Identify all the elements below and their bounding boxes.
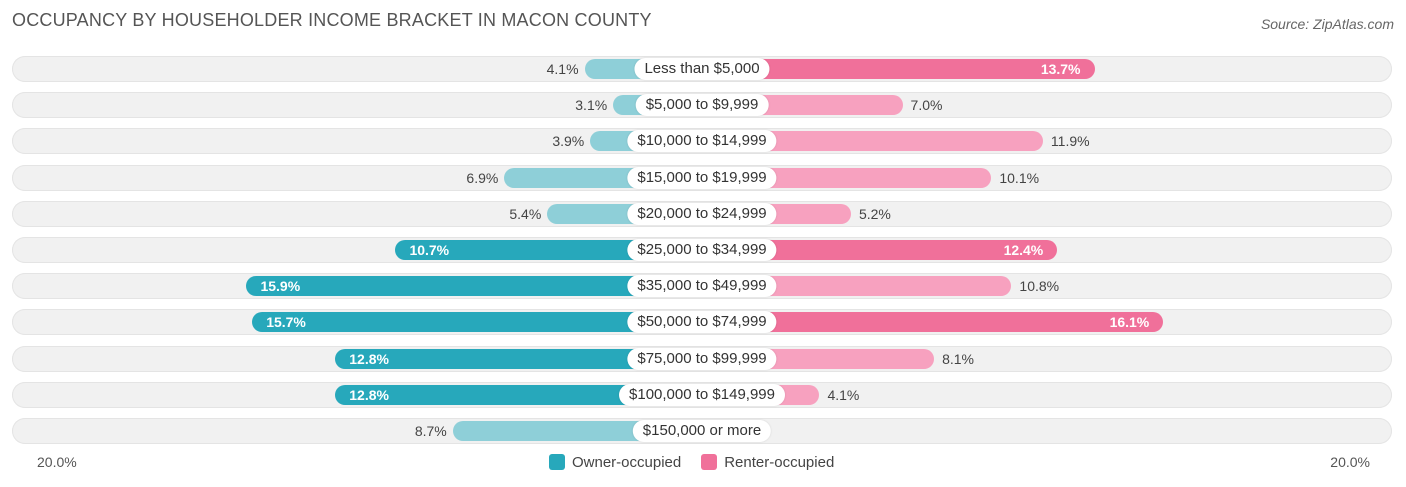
legend-label-owner: Owner-occupied	[572, 453, 682, 471]
category-label: $75,000 to $99,999	[627, 347, 777, 370]
value-label-owner: 15.9%	[260, 278, 301, 295]
value-label-renter: 13.7%	[1040, 61, 1081, 77]
category-label: $20,000 to $24,999	[627, 202, 777, 225]
value-label-owner: 3.1%	[575, 97, 608, 114]
category-label: $15,000 to $19,999	[627, 166, 777, 189]
axis-left-label: 20.0%	[37, 454, 77, 470]
value-label-renter: 16.1%	[1109, 314, 1150, 331]
value-label-owner: 10.7%	[409, 242, 450, 258]
value-label-renter: 8.1%	[942, 350, 974, 367]
legend-swatch-owner	[549, 454, 565, 470]
legend-label-renter: Renter-occupied	[724, 453, 835, 471]
value-label-owner: 6.9%	[466, 169, 499, 186]
bar-owner[interactable]	[335, 384, 702, 405]
value-label-renter: 7.0%	[910, 97, 943, 114]
legend-swatch-renter	[701, 454, 718, 470]
value-label-owner: 12.8%	[349, 386, 389, 403]
category-label: $25,000 to $34,999	[627, 239, 777, 261]
value-label-renter: 10.1%	[999, 169, 1040, 186]
value-label-owner: 3.9%	[552, 133, 585, 150]
value-label-renter: 4.1%	[827, 386, 860, 403]
value-label-renter: 5.2%	[858, 205, 891, 222]
legend-item-owner[interactable]: Owner-occupied	[549, 454, 681, 471]
bar-owner[interactable]	[246, 276, 702, 297]
chart-title: OCCUPANCY BY HOUSEHOLDER INCOME BRACKET …	[12, 10, 652, 30]
category-label: Less than $5,000	[634, 58, 770, 80]
value-label-renter: 12.4%	[1003, 242, 1044, 258]
legend-item-renter[interactable]: Renter-occupied	[701, 454, 834, 471]
category-label: $100,000 to $149,999	[619, 383, 785, 406]
bar-owner[interactable]	[252, 312, 702, 333]
bar-renter[interactable]	[702, 312, 1164, 333]
bar-renter[interactable]	[702, 240, 1058, 260]
bar-owner[interactable]	[335, 348, 702, 369]
category-label: $5,000 to $9,999	[635, 94, 769, 117]
value-label-renter: 10.8%	[1019, 278, 1060, 295]
category-label: $150,000 or more	[632, 420, 772, 442]
bar-renter[interactable]	[702, 131, 1043, 152]
bar-renter[interactable]	[702, 276, 1012, 297]
value-label-owner: 12.8%	[349, 350, 389, 367]
value-label-owner: 8.7%	[414, 423, 447, 439]
value-label-owner: 5.4%	[509, 205, 542, 222]
chart-source: Source: ZipAtlas.com	[1260, 16, 1394, 32]
value-label-renter: 11.9%	[1050, 133, 1090, 150]
value-label-owner: 4.1%	[546, 61, 579, 77]
category-label: $10,000 to $14,999	[627, 130, 777, 153]
bar-renter[interactable]	[702, 59, 1095, 79]
axis-right-label: 20.0%	[1330, 454, 1370, 470]
category-label: $35,000 to $49,999	[627, 275, 777, 298]
category-label: $50,000 to $74,999	[627, 311, 777, 334]
value-label-owner: 15.7%	[266, 314, 306, 331]
legend: Owner-occupied Renter-occupied	[549, 452, 834, 472]
bar-owner[interactable]	[395, 240, 702, 260]
